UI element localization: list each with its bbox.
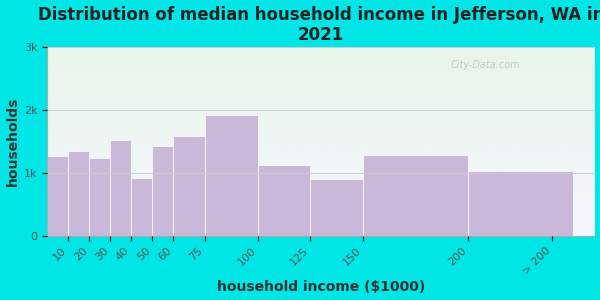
Bar xyxy=(257,165,310,236)
Bar xyxy=(110,140,131,236)
Bar xyxy=(205,115,257,236)
Bar xyxy=(152,146,173,236)
Bar xyxy=(363,155,468,236)
Bar xyxy=(173,136,205,236)
Bar xyxy=(131,178,152,236)
Y-axis label: households: households xyxy=(5,97,20,186)
Bar xyxy=(68,152,89,236)
Title: Distribution of median household income in Jefferson, WA in
2021: Distribution of median household income … xyxy=(38,6,600,44)
Bar xyxy=(310,179,363,236)
Text: City-Data.com: City-Data.com xyxy=(450,61,520,70)
X-axis label: household income ($1000): household income ($1000) xyxy=(217,280,425,294)
Bar xyxy=(468,171,574,236)
Bar xyxy=(47,156,68,236)
Bar xyxy=(89,158,110,236)
